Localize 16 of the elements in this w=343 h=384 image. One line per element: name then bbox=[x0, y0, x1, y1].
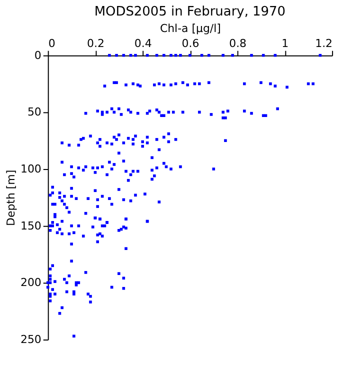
y-tick-label: 150 bbox=[20, 219, 42, 232]
y-tick-label: 50 bbox=[27, 106, 42, 119]
y-tick-label: 100 bbox=[20, 162, 42, 176]
x-tick-label: 0 bbox=[48, 36, 56, 50]
x-tick-label: 0.2 bbox=[87, 36, 104, 50]
x-tick-label: 0.4 bbox=[134, 36, 152, 50]
x-tick-label: 0.6 bbox=[182, 36, 200, 50]
x-tick-label: 0.8 bbox=[229, 36, 247, 50]
y-tick-label: 200 bbox=[20, 276, 42, 290]
y-axis-title: Depth [m] bbox=[4, 170, 18, 226]
y-tick-label: 0 bbox=[34, 48, 42, 62]
chart-title: MODS2005 in February, 1970 bbox=[94, 4, 286, 20]
x-tick-label: 1 bbox=[282, 36, 289, 50]
y-tick-label: 250 bbox=[20, 333, 42, 346]
x-tick-label: 1.2 bbox=[315, 36, 333, 50]
x-axis-title: Chl-a [μg/l] bbox=[160, 22, 221, 35]
